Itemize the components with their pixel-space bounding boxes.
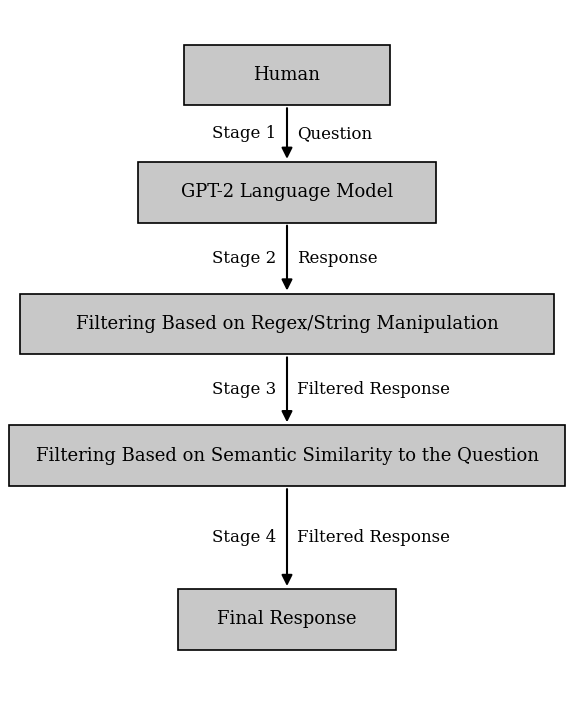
Text: Stage 1: Stage 1 [212,125,277,142]
Text: Filtered Response: Filtered Response [297,529,451,546]
Text: Human: Human [254,66,320,84]
Text: Filtering Based on Semantic Similarity to the Question: Filtering Based on Semantic Similarity t… [36,446,538,465]
Text: Filtered Response: Filtered Response [297,382,451,398]
FancyBboxPatch shape [20,293,554,354]
Text: GPT-2 Language Model: GPT-2 Language Model [181,183,393,201]
Text: Stage 2: Stage 2 [212,250,277,266]
FancyBboxPatch shape [9,425,565,486]
Text: Stage 3: Stage 3 [212,382,277,398]
FancyBboxPatch shape [138,162,436,222]
FancyBboxPatch shape [184,44,390,105]
Text: Response: Response [297,250,378,266]
Text: Stage 4: Stage 4 [212,529,277,546]
FancyBboxPatch shape [178,590,396,649]
Text: Filtering Based on Regex/String Manipulation: Filtering Based on Regex/String Manipula… [76,315,498,333]
Text: Question: Question [297,125,373,142]
Text: Final Response: Final Response [217,610,357,629]
